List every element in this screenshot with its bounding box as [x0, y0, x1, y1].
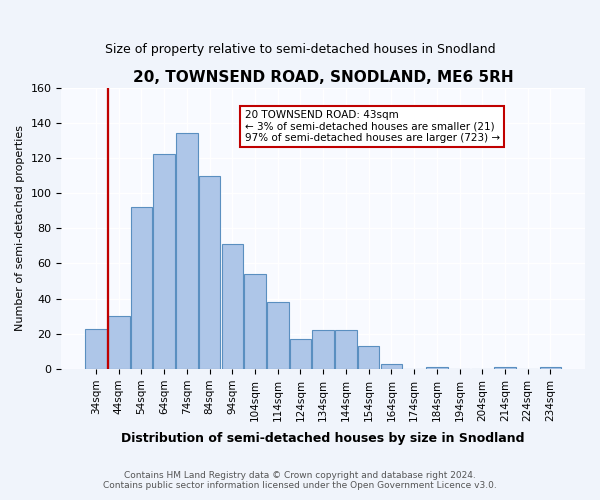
- Text: Contains HM Land Registry data © Crown copyright and database right 2024.: Contains HM Land Registry data © Crown c…: [124, 470, 476, 480]
- Bar: [539, 368, 561, 369]
- Bar: [335, 330, 357, 369]
- Bar: [85, 328, 107, 369]
- X-axis label: Distribution of semi-detached houses by size in Snodland: Distribution of semi-detached houses by …: [121, 432, 525, 445]
- Text: Size of property relative to semi-detached houses in Snodland: Size of property relative to semi-detach…: [104, 42, 496, 56]
- Bar: [358, 346, 379, 369]
- Bar: [199, 176, 220, 369]
- Bar: [221, 244, 243, 369]
- Bar: [176, 134, 197, 369]
- Bar: [380, 364, 402, 369]
- Bar: [131, 207, 152, 369]
- Bar: [313, 330, 334, 369]
- Text: Contains public sector information licensed under the Open Government Licence v3: Contains public sector information licen…: [103, 480, 497, 490]
- Title: 20, TOWNSEND ROAD, SNODLAND, ME6 5RH: 20, TOWNSEND ROAD, SNODLAND, ME6 5RH: [133, 70, 514, 85]
- Bar: [154, 154, 175, 369]
- Bar: [267, 302, 289, 369]
- Y-axis label: Number of semi-detached properties: Number of semi-detached properties: [15, 126, 25, 332]
- Text: 20 TOWNSEND ROAD: 43sqm
← 3% of semi-detached houses are smaller (21)
97% of sem: 20 TOWNSEND ROAD: 43sqm ← 3% of semi-det…: [245, 110, 500, 144]
- Bar: [494, 368, 516, 369]
- Bar: [244, 274, 266, 369]
- Bar: [426, 368, 448, 369]
- Bar: [108, 316, 130, 369]
- Bar: [290, 339, 311, 369]
